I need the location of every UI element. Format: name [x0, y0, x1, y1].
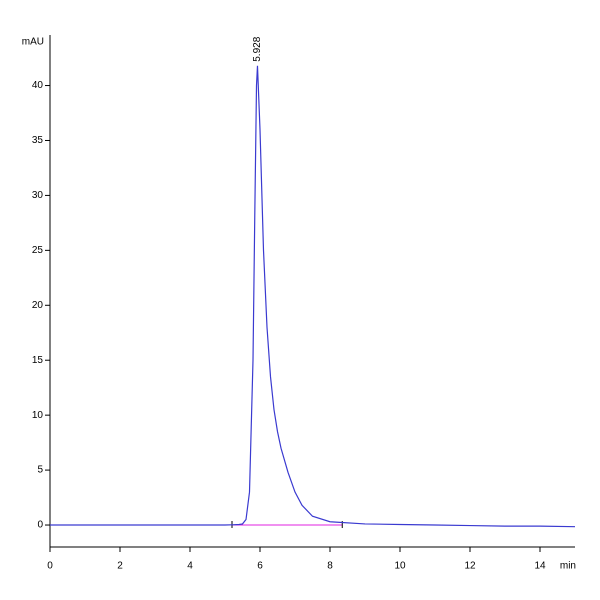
x-tick-label: 0 — [47, 561, 53, 572]
x-tick-label: 12 — [464, 561, 476, 572]
y-tick-label: 10 — [32, 410, 44, 421]
x-tick-label: 6 — [257, 561, 263, 572]
y-tick-label: 40 — [32, 80, 44, 91]
y-tick-label: 20 — [32, 300, 44, 311]
y-axis-label: mAU — [22, 37, 44, 48]
y-tick-label: 35 — [32, 135, 44, 146]
peak-label: 5.928 — [252, 36, 263, 61]
x-tick-label: 2 — [117, 561, 123, 572]
x-axis-label: min — [560, 561, 576, 572]
x-tick-label: 14 — [534, 561, 546, 572]
x-tick-label: 10 — [394, 561, 406, 572]
x-tick-label: 4 — [187, 561, 193, 572]
y-tick-label: 25 — [32, 245, 44, 256]
y-tick-label: 5 — [37, 465, 43, 476]
y-tick-label: 0 — [37, 520, 43, 531]
y-tick-label: 30 — [32, 190, 44, 201]
trace — [50, 65, 576, 528]
x-tick-label: 8 — [327, 561, 333, 572]
y-tick-label: 15 — [32, 355, 44, 366]
